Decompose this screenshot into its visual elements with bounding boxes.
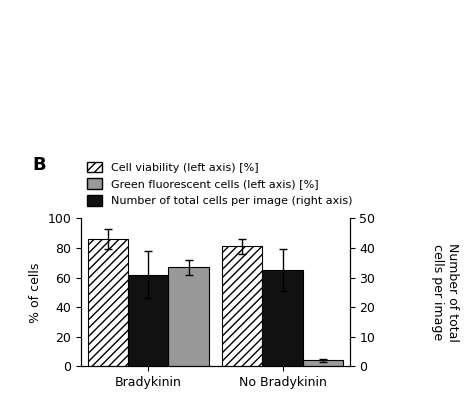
- Y-axis label: % of cells: % of cells: [29, 262, 42, 322]
- Text: B: B: [33, 156, 46, 174]
- Bar: [88, 239, 128, 366]
- Bar: [303, 360, 343, 366]
- Bar: [263, 270, 303, 366]
- Bar: [222, 246, 263, 366]
- Bar: [168, 267, 209, 366]
- Y-axis label: Number of total
cells per image: Number of total cells per image: [431, 243, 459, 342]
- Bar: [128, 275, 168, 366]
- Legend: Cell viability (left axis) [%], Green fluorescent cells (left axis) [%], Number : Cell viability (left axis) [%], Green fl…: [87, 162, 353, 206]
